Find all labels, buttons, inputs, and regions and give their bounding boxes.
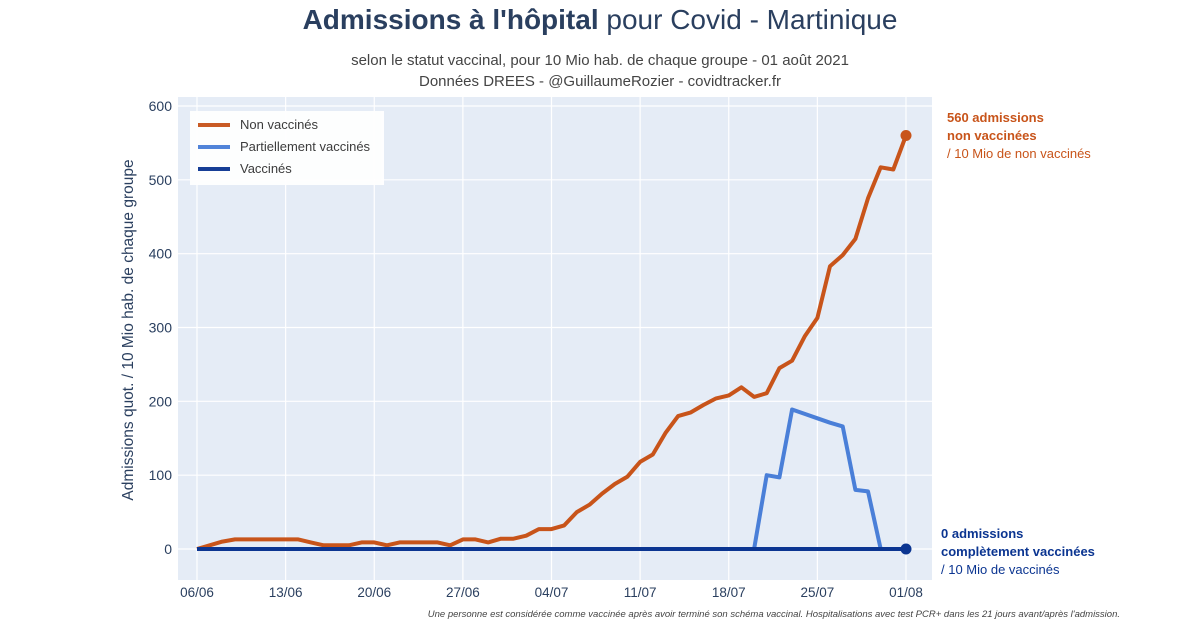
y-tick-label: 600 [149,98,173,114]
x-tick-label: 06/06 [180,585,214,600]
ann-line: complètement vaccinées [941,544,1095,559]
chart-title: Admissions à l'hôpital pour Covid - Mart… [0,4,1200,36]
title-bold: Admissions à l'hôpital [302,4,599,35]
legend-item-partial[interactable]: Partiellement vaccinés [198,139,370,154]
x-tick-label: 18/07 [712,585,746,600]
ann-line: / 10 Mio de vaccinés [941,562,1060,577]
x-tick-label: 01/08 [889,585,923,600]
ann-line: 0 admissions [941,526,1024,541]
title-rest: pour Covid - Martinique [598,4,898,35]
x-tick-label: 13/06 [269,585,303,600]
x-tick-label: 27/06 [446,585,480,600]
y-tick-label: 300 [149,320,173,336]
ann-line: / 10 Mio de non vaccinés [947,146,1091,161]
x-tick-label: 25/07 [800,585,834,600]
end-marker-0 [900,130,912,142]
end-marker-2 [900,543,912,555]
x-tick-label: 04/07 [535,585,569,600]
y-tick-label: 0 [164,541,172,557]
y-tick-label: 500 [149,172,173,188]
y-tick-label: 200 [149,393,173,409]
series-line-0 [196,134,908,551]
legend-item-unvax[interactable]: Non vaccinés [198,117,318,132]
y-tick-label: 100 [149,467,173,483]
source: Données DREES - @GuillaumeRozier - covid… [418,73,781,90]
y-tick-label: 400 [149,246,173,262]
ann-line: non vaccinées [947,128,1037,143]
legend-item-vax[interactable]: Vaccinés [198,161,292,176]
legend: Non vaccinés Partiellement vaccinés Vacc… [190,111,384,185]
annotation-vax: 0 admissions complètement vaccinées / 10 M… [941,525,1095,579]
footnote: Une personne est considérée comme vaccin… [427,609,1120,620]
legend-label: Vaccinés [240,161,292,176]
legend-label: Partiellement vaccinés [240,139,371,154]
ann-line: 560 admissions [947,110,1044,125]
annotation-unvax: 560 admissions non vaccinées / 10 Mio de n… [947,109,1091,163]
subtitle: selon le statut vaccinal, pour 10 Mio ha… [351,52,849,69]
y-axis-label: Admissions quot. / 10 Mio hab. de chaque… [120,159,137,500]
x-tick-label: 11/07 [624,585,657,600]
x-tick-label: 20/06 [357,585,391,600]
legend-label: Non vaccinés [240,117,319,132]
